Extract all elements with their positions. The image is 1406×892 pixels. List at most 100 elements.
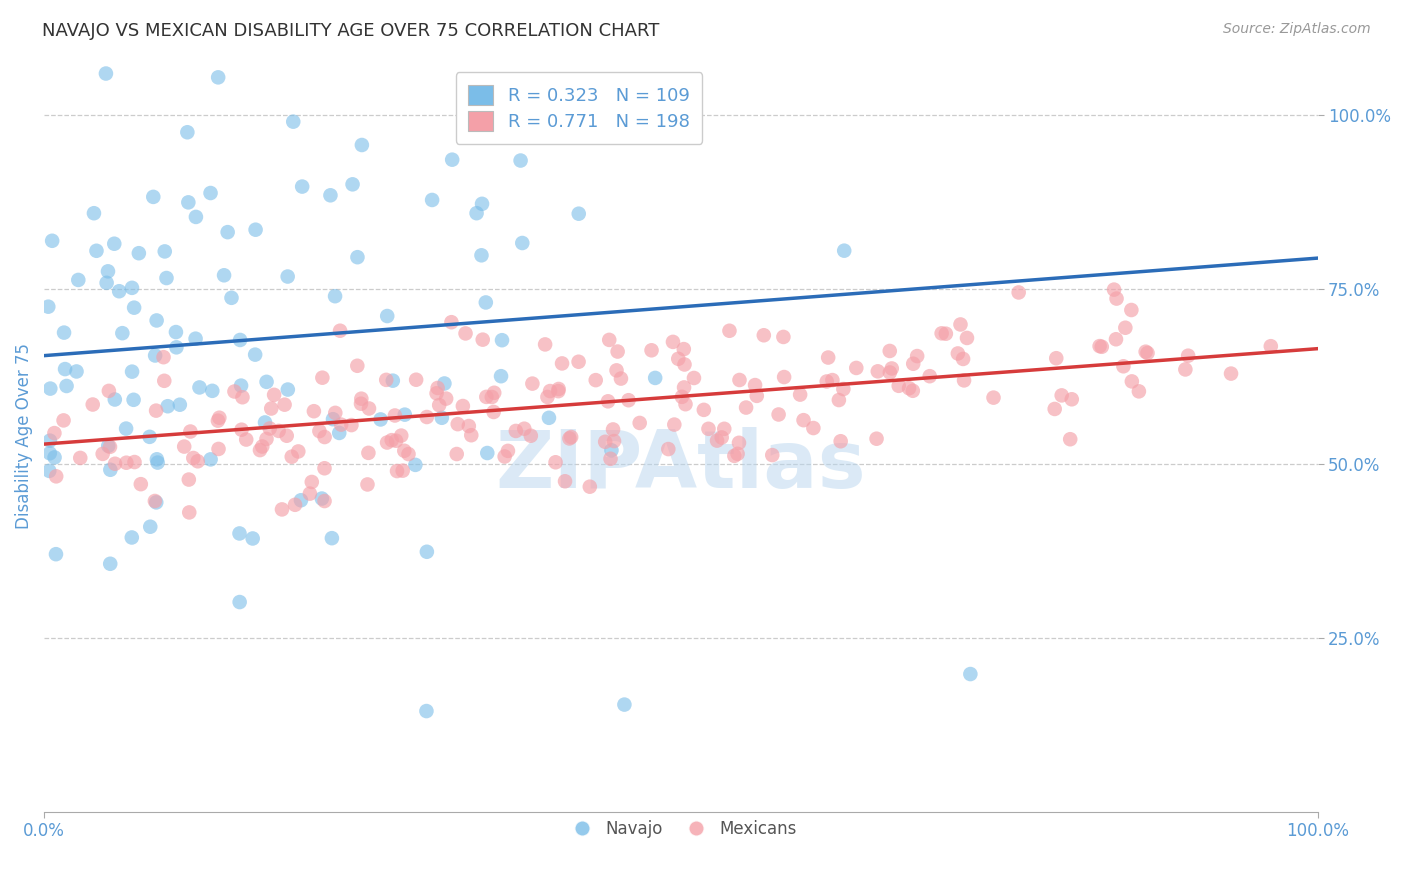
Y-axis label: Disability Age Over 75: Disability Age Over 75 [15,343,32,529]
Point [277,269,299,284]
Point [229,378,252,392]
Point [207,414,229,428]
Point [356,477,378,491]
Point [311,491,333,506]
Point [491,333,513,347]
Point [613,698,636,712]
Point [1260,339,1282,353]
Point [1060,392,1083,407]
Point [200,452,222,467]
Point [177,195,200,210]
Point [744,378,766,392]
Point [245,223,267,237]
Point [481,390,503,404]
Point [447,417,470,431]
Point [314,494,336,508]
Point [235,433,257,447]
Point [426,381,449,395]
Point [291,179,314,194]
Point [311,370,333,384]
Point [283,114,305,128]
Point [256,375,278,389]
Point [97,264,120,278]
Text: NAVAJO VS MEXICAN DISABILITY AGE OVER 75 CORRELATION CHART: NAVAJO VS MEXICAN DISABILITY AGE OVER 75… [42,22,659,40]
Point [188,380,211,394]
Point [1136,346,1159,360]
Point [243,348,266,362]
Point [329,324,352,338]
Point [956,331,979,345]
Point [578,480,600,494]
Point [505,424,527,438]
Point [97,384,120,398]
Point [67,273,90,287]
Point [45,547,67,561]
Point [38,464,60,478]
Point [38,446,60,460]
Point [673,358,696,372]
Point [217,225,239,239]
Point [103,236,125,251]
Point [718,324,741,338]
Point [1091,340,1114,354]
Point [319,188,342,202]
Point [983,391,1005,405]
Point [321,531,343,545]
Point [153,374,176,388]
Point [169,398,191,412]
Point [935,326,957,341]
Point [903,357,925,371]
Point [830,434,852,449]
Point [128,246,150,260]
Point [122,301,145,315]
Point [610,371,633,385]
Point [129,477,152,491]
Point [228,595,250,609]
Point [104,392,127,407]
Point [381,374,404,388]
Point [256,432,278,446]
Point [184,210,207,224]
Point [350,397,373,411]
Point [153,244,176,259]
Point [231,423,253,437]
Point [593,434,616,449]
Point [96,276,118,290]
Point [328,425,350,440]
Point [381,433,404,447]
Point [1050,388,1073,402]
Point [104,457,127,471]
Point [1102,283,1125,297]
Point [260,401,283,416]
Point [176,125,198,139]
Point [745,389,768,403]
Point [484,385,506,400]
Point [866,364,889,378]
Point [207,70,229,85]
Point [165,340,187,354]
Point [97,439,120,453]
Point [666,351,689,366]
Point [454,326,477,341]
Point [815,375,838,389]
Point [433,376,456,391]
Point [82,397,104,411]
Point [879,343,901,358]
Point [1128,384,1150,399]
Point [880,361,903,376]
Point [39,382,62,396]
Point [302,404,325,418]
Point [671,390,693,404]
Point [405,373,427,387]
Point [385,464,408,478]
Point [606,344,628,359]
Point [952,351,974,366]
Point [585,373,607,387]
Point [551,356,574,370]
Point [735,401,758,415]
Point [98,440,121,454]
Point [602,422,624,436]
Point [200,186,222,200]
Point [693,402,716,417]
Point [832,382,855,396]
